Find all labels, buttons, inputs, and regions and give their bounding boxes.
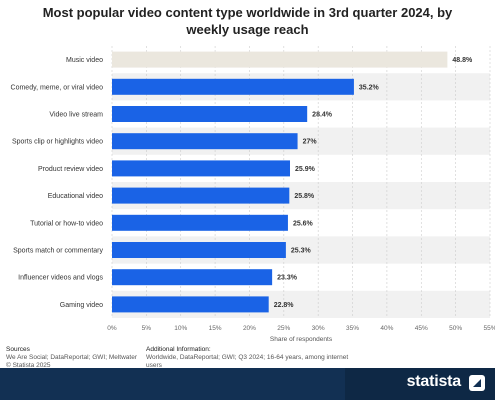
bar[interactable] (112, 187, 290, 204)
category-label: Sports match or commentary (13, 248, 103, 255)
sources-line-1: We Are Social; DataReportal; GWI; Meltwa… (6, 354, 138, 361)
x-tick-label: 10% (174, 325, 187, 332)
category-label: Educational video (48, 193, 103, 200)
sources-block: Sources We Are Social; DataReportal; GWI… (6, 346, 137, 370)
bar-chart: Music video Comedy, meme, or viral video V… (11, 46, 495, 343)
bar[interactable] (112, 269, 273, 286)
bar[interactable] (112, 296, 269, 313)
additional-info-line-2: users (146, 362, 162, 369)
chart-title: Most popular video content type worldwid… (42, 5, 453, 37)
x-tick-label: 45% (415, 325, 428, 332)
bar[interactable] (112, 160, 291, 177)
statista-logo[interactable]: statista (406, 373, 462, 390)
bar[interactable] (112, 51, 448, 68)
bar[interactable] (112, 242, 286, 258)
value-label: 35.2% (359, 84, 380, 91)
additional-info-heading: Additional Information: (146, 346, 211, 353)
value-label: 25.9% (295, 166, 316, 173)
value-label: 25.6% (293, 220, 314, 227)
category-label: Product review video (38, 166, 103, 173)
category-label: Tutorial or how-to video (30, 220, 103, 227)
category-label: Influencer videos and vlogs (18, 275, 103, 282)
bar[interactable] (112, 78, 354, 95)
additional-info-block: Additional Information: Worldwide, DataR… (146, 346, 376, 370)
x-tick-label: 35% (346, 325, 359, 332)
additional-info-line-1: Worldwide, DataReportal; GWI; Q3 2024; 1… (146, 354, 349, 361)
value-label: 27% (303, 139, 318, 146)
value-label: 28.4% (312, 112, 333, 119)
x-axis-label: Share of respondents (270, 336, 333, 343)
category-label: Video live stream (49, 112, 103, 119)
bar[interactable] (112, 133, 298, 150)
sources-heading: Sources (6, 346, 30, 353)
category-label: Sports clip or highlights video (12, 139, 103, 146)
value-label: 23.3% (277, 275, 298, 282)
category-label: Music video (66, 57, 103, 64)
category-label: Gaming video (60, 302, 103, 309)
value-label: 25.3% (291, 248, 312, 255)
bar[interactable] (112, 214, 288, 231)
value-label: 22.8% (274, 302, 295, 309)
value-label: 25.8% (294, 193, 315, 200)
x-tick-label: 55% (483, 325, 495, 332)
value-label: 48.8% (452, 57, 473, 64)
copyright-line: © Statista 2025 (6, 362, 51, 369)
x-tick-label: 20% (243, 325, 256, 332)
bar[interactable] (112, 106, 308, 122)
x-tick-label: 50% (449, 325, 462, 332)
x-tick-label: 5% (142, 325, 152, 332)
category-label: Comedy, meme, or viral video (11, 84, 104, 91)
x-tick-label: 40% (380, 325, 393, 332)
x-tick-label: 30% (312, 325, 325, 332)
x-tick-label: 0% (107, 325, 117, 332)
x-tick-label: 15% (209, 325, 222, 332)
statista-logo-icon (469, 375, 485, 391)
x-tick-label: 25% (277, 325, 290, 332)
